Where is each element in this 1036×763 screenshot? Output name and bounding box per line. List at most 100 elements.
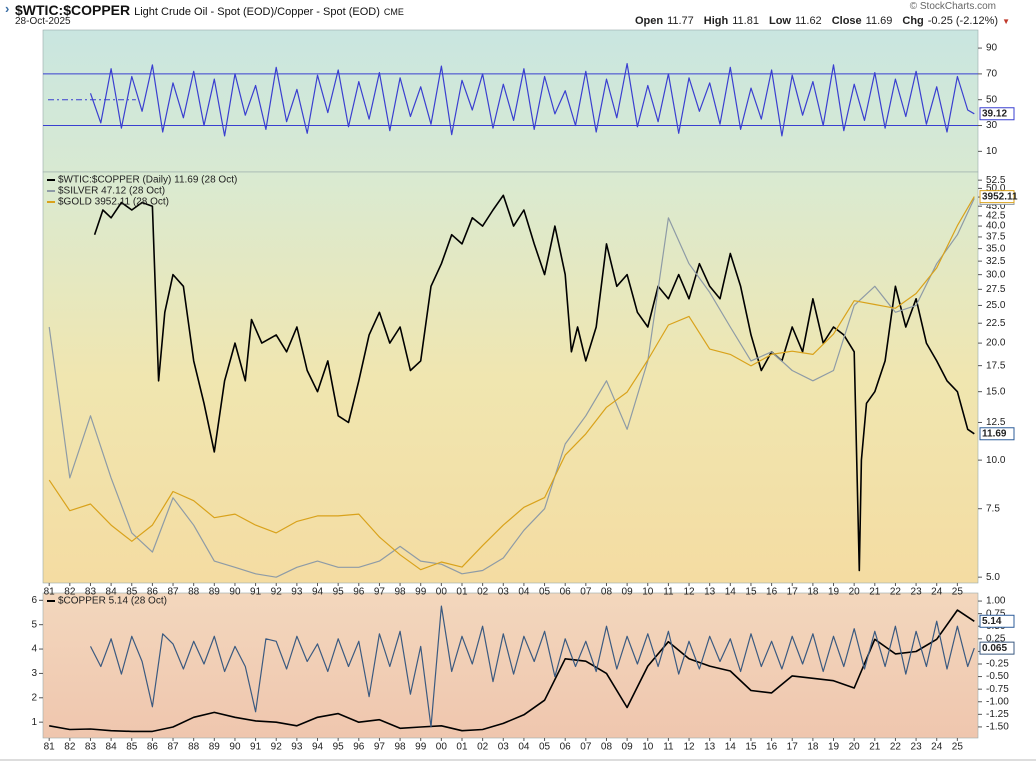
x-tick-label: 12	[683, 587, 695, 598]
y2-tick-label: -0.25	[986, 659, 1009, 670]
x-tick-label: 02	[477, 742, 489, 753]
x-tick-label: 10	[642, 742, 654, 753]
x-tick-label: 91	[250, 742, 262, 753]
quote-label: Close	[831, 15, 862, 27]
x-tick-label: 06	[560, 587, 572, 598]
x-tick-label: 22	[890, 587, 902, 598]
y-tick-label: 50.0	[986, 183, 1006, 194]
x-tick-label: 91	[250, 587, 262, 598]
quote-value: 11.81	[732, 15, 759, 27]
symbol-text: $WTIC:$COPPER	[15, 2, 131, 18]
panel-background	[42, 29, 979, 173]
value-tag-box	[979, 107, 1015, 121]
y-tick-label: 90	[986, 43, 998, 54]
x-tick-label: 12	[683, 742, 695, 753]
value-tag-box	[979, 190, 1015, 204]
y-tick-label: 7.5	[986, 503, 1000, 514]
quote-value: 11.77	[667, 15, 694, 27]
y2-tick-label: -1.25	[986, 709, 1009, 720]
x-tick-label: 21	[869, 587, 881, 598]
x-tick-label: 00	[436, 587, 448, 598]
y-tick-label: 30	[986, 120, 998, 131]
value-tag-box	[979, 641, 1015, 655]
x-tick-label: 05	[539, 587, 551, 598]
x-tick-label: 98	[395, 742, 407, 753]
x-tick-label: 85	[126, 742, 138, 753]
x-tick-label: 82	[64, 587, 76, 598]
x-tick-label: 94	[312, 587, 324, 598]
x-tick-label: 93	[291, 742, 303, 753]
x-tick-label: 16	[766, 742, 778, 753]
y-tick-label: 10	[986, 146, 998, 157]
x-tick-label: 21	[869, 742, 881, 753]
x-tick-label: 04	[518, 587, 530, 598]
legend-label: $WTIC:$COPPER (Daily) 11.69 (28 Oct)	[58, 175, 237, 186]
legend-label: $SILVER 47.12 (28 Oct)	[58, 186, 165, 197]
y-tick-label: 42.5	[986, 210, 1006, 221]
x-tick-label: 93	[291, 587, 303, 598]
x-tick-label: 08	[601, 742, 613, 753]
y2-tick-label: -0.75	[986, 684, 1009, 695]
x-tick-label: 88	[188, 742, 200, 753]
y-tick-label: 50	[986, 94, 998, 105]
expand-icon[interactable]: ›	[5, 1, 10, 16]
value-tag: 3952.11	[982, 191, 1018, 202]
y-tick-label: 17.5	[986, 360, 1006, 371]
y-tick-label: 6	[31, 595, 37, 606]
x-tick-label: 99	[415, 587, 427, 598]
series-line	[89, 605, 975, 728]
x-tick-label: 04	[518, 742, 530, 753]
x-tick-label: 81	[44, 742, 56, 753]
date: 28-Oct-2025	[15, 16, 71, 27]
x-tick-label: 87	[167, 742, 179, 753]
x-tick-label: 87	[167, 587, 179, 598]
x-tick-label: 23	[911, 587, 923, 598]
x-tick-label: 89	[209, 742, 221, 753]
x-tick-label: 11	[663, 742, 674, 753]
y-tick-label: 37.5	[986, 232, 1006, 243]
x-tick-label: 18	[807, 587, 819, 598]
y-tick-label: 22.5	[986, 318, 1006, 329]
y-tick-label: 15.0	[986, 386, 1006, 397]
x-tick-label: 95	[333, 587, 345, 598]
legend-label: $GOLD 3952.11 (28 Oct)	[58, 197, 169, 208]
x-tick-label: 99	[415, 742, 427, 753]
y-tick-label: 35.0	[986, 243, 1006, 254]
x-tick-label: 82	[64, 742, 76, 753]
x-tick-label: 15	[745, 587, 757, 598]
x-tick-label: 98	[395, 587, 407, 598]
quote-value: 11.62	[794, 15, 822, 27]
x-tick-label: 15	[745, 742, 757, 753]
x-tick-label: 85	[126, 587, 138, 598]
x-tick-label: 83	[85, 742, 97, 753]
x-tick-label: 01	[456, 587, 468, 598]
x-tick-label: 07	[580, 742, 592, 753]
x-tick-label: 94	[312, 742, 324, 753]
y-tick-label: 12.5	[986, 417, 1006, 428]
series-line	[89, 63, 975, 137]
x-tick-label: 22	[890, 742, 902, 753]
x-tick-label: 11	[663, 587, 674, 598]
y2-tick-label: 1.00	[986, 596, 1006, 607]
x-tick-label: 25	[952, 587, 964, 598]
x-tick-label: 86	[147, 587, 159, 598]
x-tick-label: 19	[828, 742, 840, 753]
x-tick-label: 00	[436, 742, 448, 753]
x-tick-label: 10	[642, 587, 654, 598]
series-line	[93, 194, 975, 572]
x-tick-label: 24	[931, 587, 943, 598]
y-tick-label: 45.0	[986, 201, 1006, 212]
y-tick-label: 5	[31, 619, 37, 630]
x-tick-label: 89	[209, 587, 221, 598]
source: © StockCharts.com	[909, 1, 996, 12]
x-tick-label: 96	[353, 587, 365, 598]
x-tick-label: 97	[374, 587, 386, 598]
x-tick-label: 84	[106, 742, 118, 753]
x-tick-label: 25	[952, 742, 964, 753]
exchange: CME	[383, 7, 404, 17]
y-tick-label: 10.0	[986, 455, 1006, 466]
y-tick-label: 52.5	[986, 175, 1006, 186]
description: Light Crude Oil - Spot (EOD)/Copper - Sp…	[134, 6, 380, 18]
